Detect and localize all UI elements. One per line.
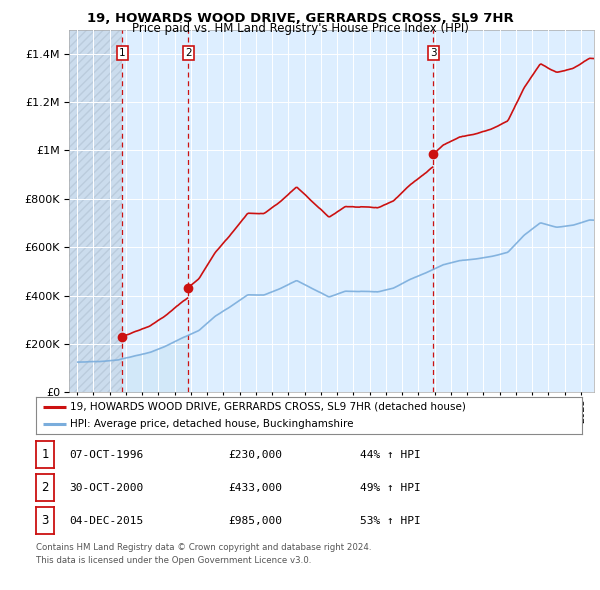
Text: £985,000: £985,000 [228,516,282,526]
Text: 3: 3 [430,48,437,58]
Text: Price paid vs. HM Land Registry's House Price Index (HPI): Price paid vs. HM Land Registry's House … [131,22,469,35]
Text: This data is licensed under the Open Government Licence v3.0.: This data is licensed under the Open Gov… [36,556,311,565]
Text: 3: 3 [41,514,49,527]
Text: 53% ↑ HPI: 53% ↑ HPI [360,516,421,526]
Text: 19, HOWARDS WOOD DRIVE, GERRARDS CROSS, SL9 7HR: 19, HOWARDS WOOD DRIVE, GERRARDS CROSS, … [86,12,514,25]
Text: Contains HM Land Registry data © Crown copyright and database right 2024.: Contains HM Land Registry data © Crown c… [36,543,371,552]
Text: 44% ↑ HPI: 44% ↑ HPI [360,450,421,460]
Text: 2: 2 [185,48,191,58]
Text: £433,000: £433,000 [228,483,282,493]
Text: 1: 1 [119,48,125,58]
Text: £230,000: £230,000 [228,450,282,460]
Text: 1: 1 [41,448,49,461]
Bar [69,30,122,392]
Text: 49% ↑ HPI: 49% ↑ HPI [360,483,421,493]
Text: 07-OCT-1996: 07-OCT-1996 [69,450,143,460]
Text: 30-OCT-2000: 30-OCT-2000 [69,483,143,493]
Text: 04-DEC-2015: 04-DEC-2015 [69,516,143,526]
Text: HPI: Average price, detached house, Buckinghamshire: HPI: Average price, detached house, Buck… [70,419,354,429]
Text: 19, HOWARDS WOOD DRIVE, GERRARDS CROSS, SL9 7HR (detached house): 19, HOWARDS WOOD DRIVE, GERRARDS CROSS, … [70,402,466,412]
Text: 2: 2 [41,481,49,494]
